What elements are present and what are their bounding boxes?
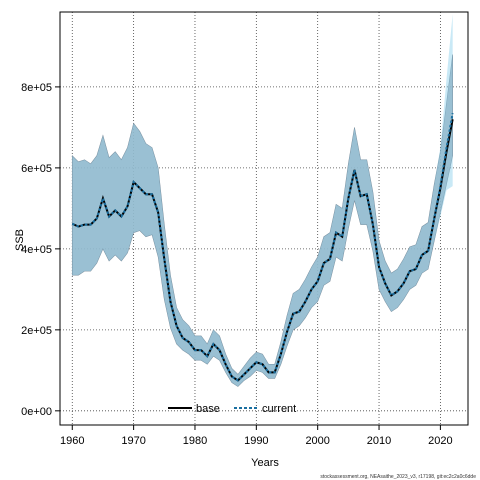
y-tick-label: 4e+05 [21,244,52,256]
plot-frame [59,11,469,426]
x-axis-title: Years [251,457,279,469]
series-line-base [71,119,454,382]
footer-source-text: stockassessment.org, NEAsaithe_2023_v3, … [320,474,476,480]
y-tick-label: 8e+05 [21,82,52,94]
x-tick-label: 1980 [183,435,207,447]
confidence-band-base [71,54,453,387]
series-lines [71,113,454,382]
y-tick-label: 2e+05 [21,325,52,337]
y-tick-label: 6e+05 [21,163,52,175]
legend: base current [168,403,296,415]
x-tick-label: 2000 [305,435,329,447]
y-tick-label: 0e+00 [21,406,52,418]
confidence-band-current [72,14,453,387]
axis-ticks: 1960 1970 1980 1990 2000 2010 2020 0e+00 2e+05 4e… [21,82,453,447]
confidence-bands [71,14,453,387]
legend-label-base: base [196,403,220,415]
x-tick-label: 1990 [244,435,268,447]
x-tick-label: 2010 [367,435,391,447]
x-tick-label: 1970 [121,435,145,447]
x-tick-label: 1960 [60,435,84,447]
x-tick-label: 2020 [428,435,452,447]
grid-layer [60,12,468,425]
legend-label-current: current [262,403,296,415]
y-axis-title: SSB [14,229,26,251]
